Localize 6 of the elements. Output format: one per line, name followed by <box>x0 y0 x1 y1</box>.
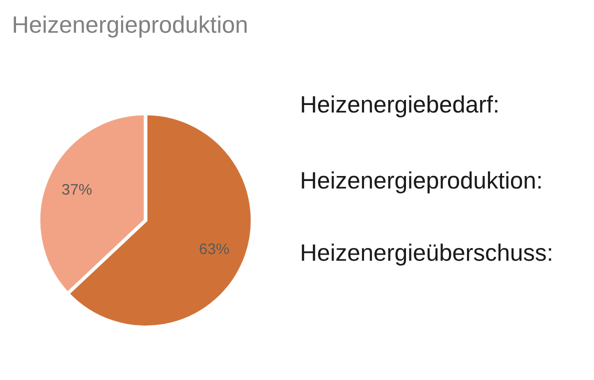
text: Heizenergieüberschuss: <box>302 244 552 266</box>
text: Heizenergieproduktion: <box>302 171 541 194</box>
data-label: 63% <box>200 243 229 254</box>
chart-title: Heizenergieproduktion <box>14 16 247 38</box>
text: Heizenergiebedarf: <box>302 95 498 118</box>
data-label: 37% <box>62 184 92 195</box>
